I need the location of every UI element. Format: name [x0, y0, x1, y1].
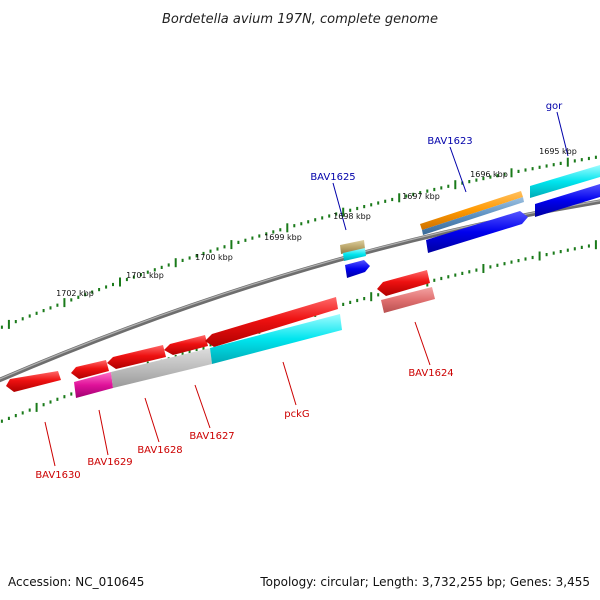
- gene-label[interactable]: pckG: [284, 409, 309, 420]
- kbp-label: 1695 kbp: [539, 147, 577, 156]
- gene-label[interactable]: BAV1629: [87, 457, 132, 468]
- kbp-label: 1701 kbp: [126, 271, 164, 280]
- gene-labels: gor BAV1623 BAV1625 BAV1624 pckG BAV1627…: [35, 101, 563, 481]
- kbp-label: 1699 kbp: [264, 233, 302, 242]
- upper-tick-row: [0, 155, 597, 329]
- forward-features: [340, 165, 600, 278]
- gene-label[interactable]: BAV1628: [137, 445, 182, 456]
- gene-label[interactable]: BAV1624: [408, 368, 453, 379]
- kbp-label: 1698 kbp: [333, 212, 371, 221]
- gene-label[interactable]: BAV1623: [427, 136, 472, 147]
- gene-label[interactable]: gor: [546, 101, 563, 112]
- gene-feature[interactable]: [420, 191, 523, 230]
- gene-feature[interactable]: [164, 335, 208, 355]
- gene-label[interactable]: BAV1625: [310, 172, 355, 183]
- accession-text: Accession: NC_010645: [8, 575, 144, 589]
- kbp-label: 1700 kbp: [195, 253, 233, 262]
- gene-feature[interactable]: [426, 211, 528, 253]
- gene-label[interactable]: BAV1630: [35, 470, 80, 481]
- gene-feature[interactable]: [205, 297, 338, 347]
- topology-text: Topology: circular; Length: 3,732,255 bp…: [259, 575, 590, 589]
- kbp-label: 1702 kbp: [56, 289, 94, 298]
- gene-feature[interactable]: [6, 371, 61, 392]
- gene-feature[interactable]: [107, 345, 166, 369]
- gene-label[interactable]: BAV1627: [189, 431, 234, 442]
- gene-feature[interactable]: [535, 184, 600, 217]
- kbp-label: 1697 kbp: [402, 192, 440, 201]
- map-title: Bordetella avium 197N, complete genome: [162, 12, 438, 27]
- gene-feature[interactable]: [111, 348, 212, 388]
- gene-feature[interactable]: [377, 270, 430, 296]
- gene-feature[interactable]: [381, 287, 435, 313]
- gene-feature[interactable]: [343, 248, 366, 261]
- reverse-features: [6, 270, 435, 398]
- gene-feature[interactable]: [345, 260, 370, 278]
- gene-feature[interactable]: [422, 197, 524, 235]
- gene-feature[interactable]: [71, 360, 109, 379]
- gene-feature[interactable]: [340, 240, 365, 254]
- gene-feature[interactable]: [74, 372, 113, 398]
- gene-feature[interactable]: [210, 314, 342, 364]
- kbp-label: 1696 kbp: [470, 170, 508, 179]
- kbp-labels: 1695 kbp 1696 kbp 1697 kbp 1698 kbp 1699…: [56, 147, 577, 298]
- gene-feature[interactable]: [530, 165, 600, 198]
- leader-lines: [44, 111, 569, 467]
